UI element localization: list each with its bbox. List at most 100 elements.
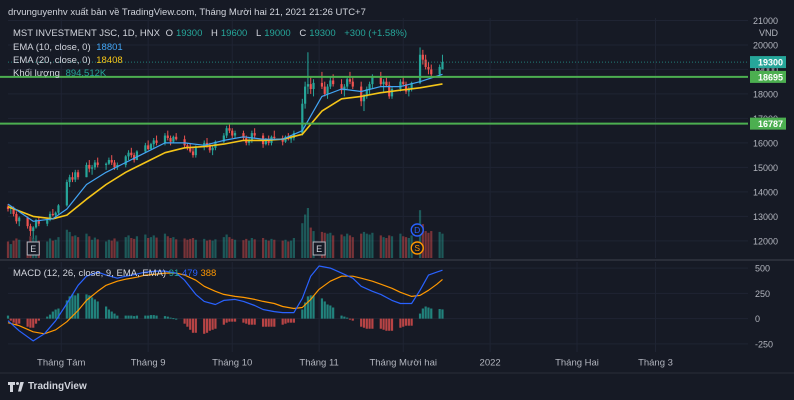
candle-body (135, 151, 139, 161)
candle-body (253, 133, 256, 136)
candle-body (76, 172, 80, 178)
volume-bar (175, 239, 178, 258)
event-markers: E E DS (26, 223, 424, 256)
volume-bar (267, 240, 270, 258)
volume-bar (247, 240, 251, 258)
volume-bar (191, 238, 195, 258)
candle-body (88, 164, 91, 169)
earnings-marker (312, 241, 326, 256)
support-line-tag-label: 16787 (758, 119, 783, 129)
candle-body (332, 80, 335, 85)
macd-tick-label: 500 (755, 264, 770, 274)
volume-bar (382, 237, 385, 258)
macd-histogram-bar (191, 318, 195, 333)
volume-bar (203, 238, 206, 258)
symbol-name[interactable]: MST INVESTMENT JSC, 1D, HNX (13, 28, 160, 39)
ema10-legend[interactable]: EMA (10, close, 0) 18801 (13, 42, 126, 53)
volume-bar (421, 224, 424, 258)
axes: 1200013000140001500016000170001800019000… (37, 16, 786, 369)
macd-histogram-bar (32, 318, 35, 328)
candle-body (169, 138, 172, 142)
volume-bar (424, 231, 427, 258)
candle-body (147, 145, 150, 150)
macd-histogram-bar (65, 300, 68, 319)
candle-body (130, 152, 133, 156)
high-label: H 19600 (211, 28, 248, 39)
high-value: 19600 (220, 28, 248, 39)
volume-bar (264, 239, 267, 258)
volume-bar (343, 236, 346, 258)
price-tick-label: 15000 (753, 163, 778, 173)
candle-body (301, 103, 304, 134)
macd-histogram-bar (76, 293, 80, 319)
volume-bar (208, 239, 211, 258)
candle-body (208, 145, 211, 151)
candle-body (51, 213, 54, 216)
volume-bar (304, 214, 307, 258)
macd-hist-value: 91 (168, 268, 180, 279)
macd-tick-label: 0 (755, 314, 760, 324)
volume-bar (54, 239, 57, 258)
candle-body (225, 128, 228, 136)
candle-body (351, 81, 354, 87)
volume-bar (390, 236, 394, 258)
macd-histogram-bar (105, 306, 108, 319)
macd-histogram-bar (124, 315, 127, 319)
macd-histogram-bar (203, 318, 206, 334)
macd-histogram-bar (208, 318, 211, 331)
macd-legend[interactable]: MACD (12, 26, close, 9, EMA, EMA) 91 479… (13, 268, 216, 279)
macd-histogram-bar (149, 315, 153, 319)
volume-bar (46, 241, 49, 258)
volume-bar (51, 240, 54, 258)
macd-histogram-bar (371, 318, 374, 329)
volume-bar (340, 234, 343, 258)
volume-bar (287, 241, 290, 258)
macd-histogram-bar (6, 315, 10, 319)
candle-body (113, 162, 116, 168)
candle-body (402, 81, 405, 85)
candle-body (292, 133, 296, 138)
low-value: 19000 (264, 28, 291, 39)
low-label: L 19000 (255, 28, 291, 39)
macd-histogram-bar (404, 318, 408, 326)
volume-label: Khối lượng (13, 68, 60, 79)
candle-body (424, 59, 427, 67)
symbol-legend: MST INVESTMENT JSC, 1D, HNX O 19300 H 1960… (13, 28, 410, 39)
candle-body (57, 205, 60, 213)
price-tick-label: 12000 (753, 236, 778, 246)
support-line-tag (750, 117, 786, 130)
candle-body (320, 82, 324, 87)
ema20-legend[interactable]: EMA (20, close, 0) 18408 (13, 55, 126, 66)
volume-legend[interactable]: Khối lượng 894.512K (13, 68, 109, 79)
candle-body (231, 130, 234, 136)
macd-histogram-bar (309, 295, 312, 319)
volume-bar (15, 238, 18, 258)
candle-body (382, 81, 385, 85)
volume-bar (113, 238, 116, 258)
candle-body (144, 145, 147, 152)
volume-bar (76, 237, 80, 258)
candle-body (371, 76, 374, 85)
macd-histogram-bar (231, 318, 234, 322)
candle-body (90, 167, 94, 169)
macd-histogram-bar (250, 318, 253, 325)
volume-bar (365, 233, 368, 258)
macd-histogram-bar (267, 318, 270, 327)
candle-body (85, 164, 88, 178)
macd-histogram-bar (379, 318, 382, 329)
volume-bar (149, 237, 153, 258)
support-lines (0, 61, 748, 125)
macd-histogram-bar (51, 311, 54, 319)
candle-body (365, 89, 368, 97)
macd-histogram-bar (301, 309, 304, 319)
volume-bar (233, 239, 237, 258)
candle-body (438, 66, 441, 75)
time-tick-label: Tháng Hai (555, 358, 599, 369)
macd-histogram-bar (247, 318, 251, 325)
candle-body (390, 89, 394, 97)
macd-histogram-bar (169, 317, 172, 319)
candle-body (107, 160, 111, 164)
price-tick-label: 20000 (753, 40, 778, 50)
macd-histogram-bar (332, 307, 335, 319)
macd-histogram-bar (211, 318, 214, 330)
